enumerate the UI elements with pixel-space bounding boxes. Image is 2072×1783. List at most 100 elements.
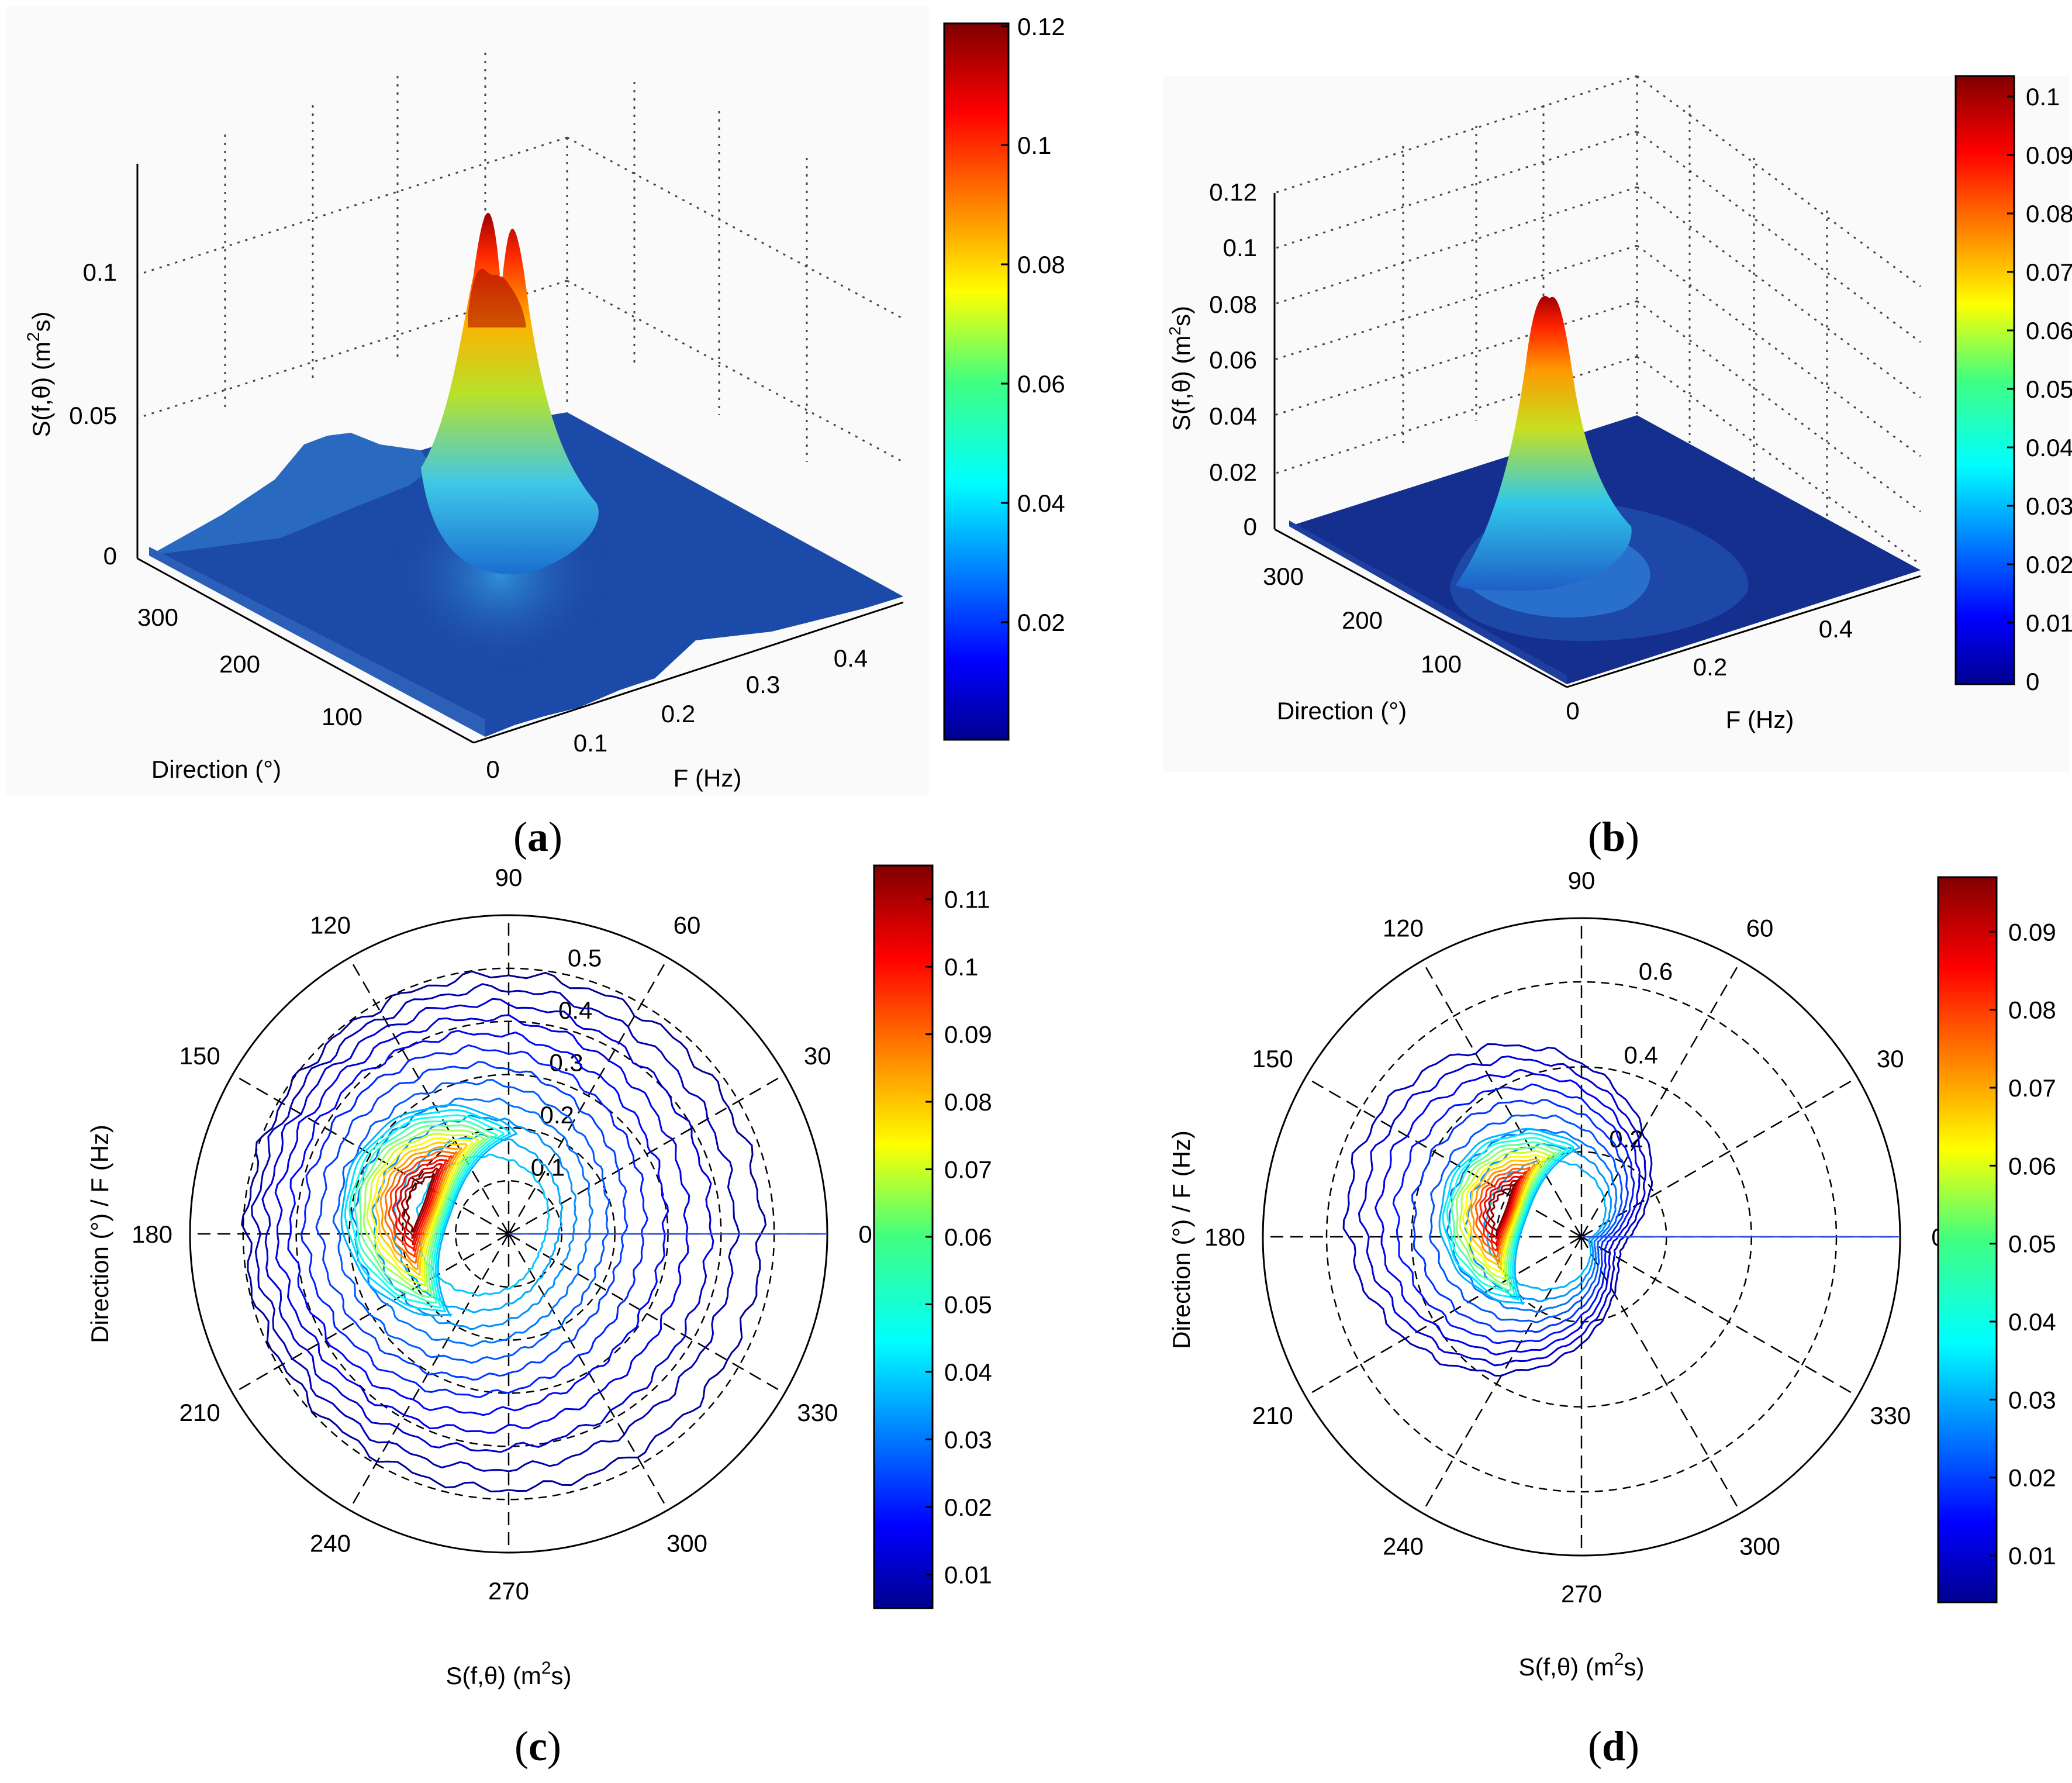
panel-c-spoke-30 — [508, 1074, 785, 1235]
panel-d-angle-label-240: 240 — [1383, 1532, 1424, 1560]
panel-d-colorbar-ticks: 0.09 0.08 0.07 0.06 0.05 0.04 0.03 0.02 0.01 — [1990, 918, 2056, 1570]
panel-d-spoke-150 — [1305, 1077, 1582, 1238]
panel-b-y-label: Direction (°) — [1277, 697, 1407, 725]
panel-b-x-tick-0.2: 0.2 — [1693, 653, 1727, 681]
panel-a-peak — [421, 212, 599, 574]
panel-d-angle-label-270: 270 — [1561, 1580, 1602, 1608]
panel-d-x-label: S(f,θ) (m2s) — [1518, 1650, 1644, 1681]
panel-c-contour-level-4 — [287, 1030, 669, 1416]
panel-d-cb-label-0.05: 0.05 — [2008, 1230, 2056, 1258]
panel-b-front-skirt — [1289, 520, 1567, 684]
panel-b-x-tick-0.4: 0.4 — [1819, 615, 1853, 643]
panel-c-cb-label-0.1: 0.1 — [944, 953, 978, 981]
panel-b-cb-label-0.07: 0.07 — [2026, 258, 2072, 286]
panel-d-spoke-300 — [1580, 1236, 1742, 1513]
panel-b-x-axis — [1566, 575, 1921, 688]
panel-b-z-tick-0.02: 0.02 — [1209, 458, 1257, 486]
panel-b-cb-label-0.01: 0.01 — [2026, 609, 2072, 637]
panel-d-contour-level-1 — [1358, 1055, 1647, 1367]
panel-c-contour-level-0 — [241, 970, 767, 1493]
panel-c-radial-label-0.4: 0.4 — [558, 996, 592, 1024]
panel-c-cb-label-0.06: 0.06 — [944, 1223, 992, 1251]
panel-c-polar-axes: 0.10.20.30.40.50306090120150180210240270… — [132, 864, 872, 1605]
panel-a-cb-label-0.08: 0.08 — [1017, 251, 1065, 278]
panel-d-radial-label-0.4: 0.4 — [1624, 1041, 1657, 1069]
panel-d-crescent-level-3 — [1451, 1141, 1563, 1292]
panel-b-y-tick-300: 300 — [1263, 563, 1304, 590]
panel-d-angle-label-300: 300 — [1739, 1532, 1780, 1560]
panel-c-contour-level-7 — [332, 1078, 610, 1364]
panel-d-contour-level-4 — [1411, 1099, 1629, 1333]
panel-a-colorbar-ticks — [1001, 25, 1009, 623]
panel-b-y-tick-100: 100 — [1421, 650, 1462, 678]
panel-c-contour-level-8 — [351, 1097, 593, 1347]
panel-b-colorbar — [1954, 75, 2015, 685]
panel-d-contour-level-0 — [1342, 1043, 1653, 1377]
panel-c-y-label: Direction (°) / F (Hz) — [86, 1125, 113, 1343]
panel-b-caption: (b) — [1588, 813, 1639, 860]
panel-c-radial-label-0.5: 0.5 — [568, 944, 602, 972]
panel-c-contour-level-2 — [261, 998, 714, 1453]
panel-d-cb-label-0.07: 0.07 — [2008, 1074, 2056, 1102]
panel-d-angle-label-30: 30 — [1877, 1045, 1904, 1072]
panel-b-z-tick-0.1: 0.1 — [1223, 234, 1257, 261]
panel-b-y-tick-200: 200 — [1342, 606, 1383, 634]
panel-b-cb-label-0: 0 — [2026, 668, 2039, 695]
panel-c-angle-label-270: 270 — [488, 1577, 529, 1605]
panel-d-crescent-level-6 — [1462, 1154, 1547, 1275]
panel-c-angle-label-0: 0 — [858, 1220, 872, 1248]
panel-c-angle-label-150: 150 — [179, 1042, 220, 1070]
panel-c-crescent-level-4 — [358, 1124, 492, 1298]
panel-d-contours — [1342, 1043, 1900, 1377]
panel-d-y-label: Direction (°) / F (Hz) — [1168, 1130, 1195, 1349]
panel-c-radial-label-0.3: 0.3 — [549, 1049, 583, 1077]
panel-d-angle-label-330: 330 — [1870, 1402, 1911, 1429]
panel-c-contour-level-6 — [315, 1061, 628, 1381]
panel-c-contour-level-1 — [250, 983, 741, 1472]
panel-b-z-tick-0.04: 0.04 — [1209, 402, 1257, 430]
panel-b-cb-label-0.09: 0.09 — [2026, 142, 2072, 169]
panel-d-crescent-level-9 — [1474, 1166, 1531, 1258]
panel-b-colorbar-ticks — [2007, 95, 2014, 624]
panel-c-cb-label-0.08: 0.08 — [944, 1088, 992, 1116]
panel-b-z-tick-0.12: 0.12 — [1209, 178, 1257, 206]
panel-c-cb-label-0.02: 0.02 — [944, 1494, 992, 1521]
panel-d-contour-level-8 — [1483, 1158, 1607, 1292]
panel-b-cb-label-0.05: 0.05 — [2026, 375, 2072, 403]
panel-d-crescent-level-2 — [1446, 1137, 1569, 1296]
panel-d-contour-level-5 — [1428, 1113, 1623, 1323]
panel-d: 0.20.40.60306090120150180210240270300330… — [1168, 867, 2056, 1770]
panel-c-crescent-level-12 — [392, 1158, 450, 1251]
panel-d-angle-label-60: 60 — [1746, 915, 1774, 942]
panel-c-spoke-300 — [507, 1233, 669, 1510]
panel-d-contour-level-7 — [1464, 1143, 1612, 1302]
panel-d-cb-label-0.06: 0.06 — [2008, 1152, 2056, 1180]
panel-c-crescent-level-7 — [370, 1137, 474, 1282]
panel-d-crescent-level-10 — [1479, 1170, 1528, 1252]
panel-b-z-tick-0: 0 — [1244, 513, 1257, 540]
panel-d-angle-label-210: 210 — [1252, 1402, 1293, 1429]
panel-d-spoke-60 — [1580, 960, 1742, 1237]
panel-c-cb-label-0.07: 0.07 — [944, 1156, 992, 1184]
panel-c-x-label: S(f,θ) (m2s) — [446, 1658, 571, 1689]
panel-c-angle-label-60: 60 — [674, 912, 701, 939]
panel-a-y-tick-200: 200 — [219, 650, 260, 678]
panel-c-colorbar — [873, 864, 934, 1609]
panel-a-x-tick-0.4: 0.4 — [834, 644, 868, 672]
panel-d-spoke-210 — [1305, 1236, 1582, 1397]
panel-b-cb-label-0.06: 0.06 — [2026, 317, 2072, 344]
panel-c-cb-label-0.04: 0.04 — [944, 1358, 992, 1386]
panel-d-angle-label-150: 150 — [1252, 1045, 1293, 1072]
panel-c-angle-label-300: 300 — [667, 1529, 707, 1557]
panel-a-colorbar — [943, 22, 1010, 741]
panel-c-cb-label-0.11: 0.11 — [944, 886, 990, 913]
panel-c-spoke-210 — [232, 1233, 509, 1394]
panel-c-crescent-level-13 — [396, 1163, 443, 1246]
panel-c-crescent-level-10 — [384, 1150, 458, 1264]
panel-b-z-tick-0.08: 0.08 — [1209, 291, 1257, 318]
panel-a-secondary-ridge — [149, 433, 433, 556]
panel-c-spoke-330 — [508, 1233, 785, 1394]
panel-a-caption: (a) — [513, 813, 562, 860]
panel-c-colorbar-ticks: 0.11 0.1 0.09 0.08 0.07 0.06 0.05 0.04 0.03 0.02 0… — [926, 886, 992, 1588]
panel-b-cb-label-0.1: 0.1 — [2026, 83, 2060, 111]
